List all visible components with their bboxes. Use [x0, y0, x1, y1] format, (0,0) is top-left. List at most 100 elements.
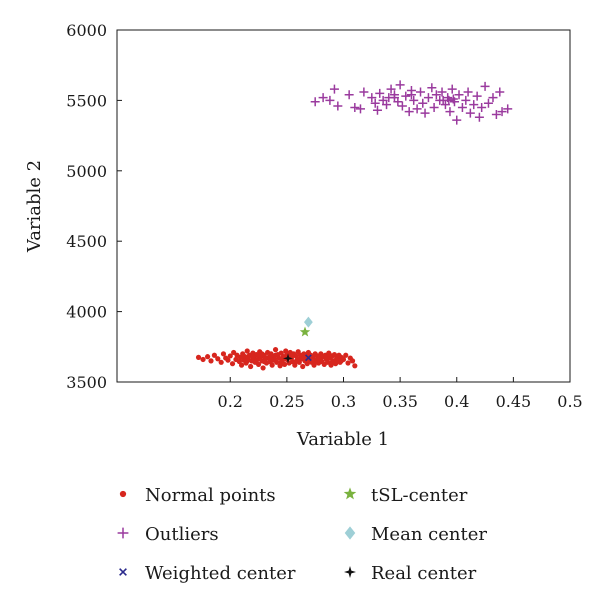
outliers-point — [367, 93, 377, 103]
outliers-point — [329, 84, 339, 94]
legend-marker-tsl-center — [343, 487, 357, 500]
outliers-point — [389, 93, 399, 103]
outliers-point — [495, 87, 505, 97]
x-tick-label: 0.35 — [382, 392, 418, 411]
outliers-point — [461, 95, 471, 105]
normal-points-point — [289, 352, 296, 358]
normal-points-point — [238, 362, 245, 368]
legend-label-mean-center: Mean center — [371, 524, 487, 545]
outliers-point — [404, 107, 414, 117]
mean-center-point — [303, 316, 313, 328]
plot-area — [116, 29, 571, 383]
outliers-point — [463, 87, 473, 97]
outliers-point — [418, 98, 428, 108]
outliers-point — [382, 100, 392, 110]
normal-points-point — [259, 351, 265, 357]
outliers-point — [429, 102, 439, 112]
outliers-point — [469, 100, 479, 110]
x-tick-label: 0.45 — [496, 392, 532, 411]
outliers-point — [480, 81, 490, 91]
outliers-point — [359, 87, 369, 97]
data-points — [195, 80, 513, 371]
normal-points-point — [244, 348, 250, 354]
legend-label-weighted-center: Weighted center — [145, 563, 296, 584]
tsl-center-point — [299, 326, 311, 337]
y-tick-label: 6000 — [66, 21, 107, 40]
x-axis-label: Variable 1 — [296, 429, 389, 450]
x-tick-label: 0.25 — [269, 392, 305, 411]
normal-points-point — [345, 360, 351, 366]
normal-points-point — [260, 365, 266, 371]
x-tick-label: 0.5 — [557, 392, 582, 411]
legend-item-outliers: Outliers — [117, 524, 219, 545]
outliers-point — [491, 109, 501, 119]
normal-points-point — [244, 358, 250, 364]
y-axis-label: Variable 2 — [24, 160, 45, 253]
outliers-point — [370, 98, 380, 108]
legend-item-mean-center: Mean center — [344, 524, 487, 545]
outliers-point — [401, 91, 411, 101]
legend-label-tsl-center: tSL-center — [371, 485, 468, 506]
x-tick-label: 0.2 — [218, 392, 243, 411]
outliers-point — [412, 104, 422, 114]
normal-points-point — [211, 352, 217, 358]
outliers-point — [448, 94, 458, 104]
outliers-point — [483, 98, 493, 108]
normal-points-point — [205, 354, 211, 360]
legend-marker-outliers — [117, 527, 129, 539]
normal-points-point — [195, 354, 202, 360]
normal-points-point — [220, 351, 227, 357]
outliers-point — [355, 104, 365, 114]
legend-marker-mean-center — [344, 526, 356, 540]
outliers-point — [431, 90, 441, 100]
y-tick-label: 4500 — [66, 232, 107, 251]
outliers-point — [375, 88, 385, 98]
y-tick-label: 5500 — [66, 91, 107, 110]
outliers-point — [416, 87, 426, 97]
outliers-point — [444, 95, 454, 105]
normal-points-point — [293, 358, 299, 365]
normal-points-point — [255, 361, 262, 367]
normal-points-point — [215, 356, 221, 362]
normal-points-point — [200, 356, 206, 363]
legend-label-real-center: Real center — [371, 563, 477, 584]
normal-points-point — [227, 353, 233, 359]
outliers-point — [406, 90, 416, 100]
weighted-center-series — [305, 354, 312, 362]
normal-points-point — [300, 363, 306, 370]
outliers-point — [497, 107, 507, 117]
y-tick-label: 4000 — [66, 303, 107, 322]
normal-points-point — [229, 361, 236, 367]
normal-points-point — [250, 354, 256, 360]
legend-marker-weighted-center — [119, 568, 127, 576]
real-center-point — [283, 353, 294, 364]
legend-label-outliers: Outliers — [145, 524, 219, 545]
outliers-point — [472, 91, 482, 101]
y-tick-label: 5000 — [66, 162, 107, 181]
legend-item-tsl-center: tSL-center — [343, 485, 468, 506]
outliers-point — [427, 83, 437, 93]
normal-points-point — [327, 352, 333, 358]
outliers-point — [344, 90, 354, 100]
outliers-point — [310, 97, 320, 107]
outliers-point — [386, 84, 396, 94]
outliers-point — [350, 102, 360, 112]
normal-points-point — [352, 363, 358, 369]
normal-points-point — [329, 359, 335, 365]
outliers-point — [465, 108, 475, 118]
legend-item-normal-points: Normal points — [119, 485, 276, 506]
tsl-center-series — [299, 326, 311, 337]
normal-points-point — [269, 362, 275, 368]
legend-item-weighted-center: Weighted center — [119, 563, 296, 584]
outliers-point — [318, 93, 328, 103]
outliers-point — [447, 84, 457, 94]
legend-item-real-center: Real center — [344, 563, 477, 584]
axis-ticks: 0.2 0.25 0.3 0.35 0.4 0.45 0.5 3500 4000 4500 5000… — [66, 21, 582, 411]
legend-marker-normal-points — [119, 490, 127, 498]
x-tick-label: 0.3 — [331, 392, 356, 411]
x-tick-label: 0.4 — [444, 392, 469, 411]
outliers-point — [437, 87, 447, 97]
normal-points-point — [304, 361, 310, 367]
outliers-point — [445, 107, 455, 117]
